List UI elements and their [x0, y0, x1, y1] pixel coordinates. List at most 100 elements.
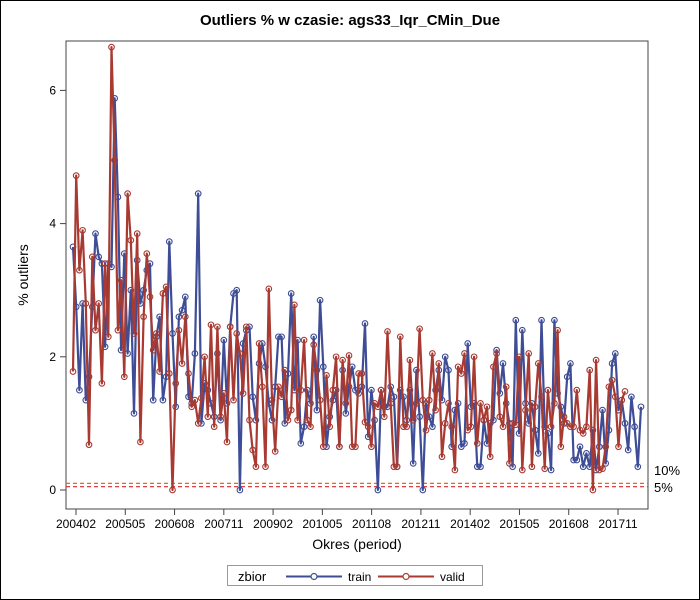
data-point-train — [159, 396, 167, 404]
data-point-train — [178, 306, 186, 314]
data-point-valid — [554, 326, 561, 334]
data-point-valid — [313, 366, 321, 374]
data-point-train — [406, 386, 414, 394]
data-point-train — [628, 393, 635, 401]
data-point-valid — [387, 400, 395, 407]
data-point-valid — [515, 353, 523, 361]
data-point-valid — [486, 453, 494, 461]
data-point-valid — [143, 250, 151, 257]
data-point-valid — [204, 413, 212, 421]
data-point-train — [236, 486, 244, 494]
data-point-train — [637, 403, 645, 411]
data-point-valid — [371, 400, 378, 407]
data-point-valid — [403, 423, 411, 431]
data-point-train — [547, 466, 555, 474]
data-point-valid — [265, 285, 273, 293]
x-tick-label: 201608 — [549, 517, 589, 531]
data-point-valid — [512, 421, 520, 429]
data-point-valid — [473, 440, 481, 447]
data-point-train — [441, 353, 449, 361]
x-tick-label: 200608 — [155, 517, 195, 531]
x-axis-title: Okres (period) — [312, 536, 401, 552]
data-point-valid — [435, 360, 443, 367]
data-point-valid — [207, 321, 215, 329]
reference-line-label: 5% — [654, 480, 673, 495]
data-point-valid — [108, 43, 115, 51]
data-point-valid — [146, 293, 154, 301]
data-point-valid — [477, 400, 484, 407]
data-point-valid — [560, 413, 568, 421]
data-point-valid — [499, 423, 507, 431]
data-point-valid — [300, 336, 308, 344]
data-point-valid — [165, 370, 173, 377]
data-point-valid — [332, 353, 340, 361]
data-point-valid — [249, 446, 257, 454]
legend: zbior train valid — [227, 565, 483, 586]
data-point-train — [599, 406, 606, 414]
data-point-train — [175, 313, 183, 321]
data-point-valid — [595, 466, 603, 474]
data-point-train — [342, 410, 350, 417]
data-point-valid — [589, 486, 597, 494]
legend-svg: zbior train valid — [238, 569, 465, 584]
data-point-valid — [531, 403, 539, 411]
data-point-valid — [377, 386, 385, 394]
data-point-train — [576, 443, 584, 451]
data-point-train — [634, 463, 642, 471]
data-point-valid — [467, 423, 475, 431]
x-tick-label: 200902 — [253, 517, 293, 531]
data-point-train — [130, 410, 138, 417]
x-tick-label: 201505 — [499, 517, 539, 531]
data-point-valid — [390, 463, 398, 471]
data-point-valid — [271, 448, 279, 455]
data-point-valid — [191, 396, 199, 404]
data-point-train — [194, 190, 202, 197]
data-point-valid — [445, 400, 452, 407]
data-point-valid — [611, 393, 619, 401]
data-point-valid — [140, 313, 147, 321]
data-point-valid — [217, 413, 224, 421]
data-point-valid — [461, 350, 468, 357]
data-point-valid — [413, 400, 420, 407]
data-point-valid — [570, 423, 577, 431]
data-point-valid — [608, 376, 616, 384]
data-point-valid — [621, 388, 629, 395]
data-point-valid — [169, 486, 176, 494]
data-point-valid — [355, 370, 362, 377]
data-point-valid — [586, 366, 594, 374]
data-point-train — [409, 460, 417, 467]
data-point-valid — [284, 416, 292, 424]
data-point-train — [364, 433, 372, 441]
data-point-train — [165, 238, 173, 245]
data-point-train — [512, 316, 520, 324]
data-point-valid — [201, 353, 208, 361]
data-point-train — [92, 230, 99, 237]
data-point-valid — [528, 463, 536, 471]
data-point-valid — [429, 350, 436, 357]
data-point-valid — [432, 406, 439, 414]
data-point-valid — [541, 465, 549, 473]
y-tick-label: 0 — [49, 483, 56, 497]
data-point-train — [445, 366, 452, 374]
data-point-valid — [310, 341, 318, 349]
data-point-train — [477, 463, 484, 471]
data-point-valid — [153, 330, 160, 337]
data-point-train — [538, 316, 545, 324]
data-point-valid — [162, 283, 170, 291]
data-point-valid — [599, 465, 606, 473]
data-point-valid — [538, 393, 545, 401]
data-point-train — [583, 450, 590, 457]
legend-title: zbior — [238, 569, 267, 584]
data-point-valid — [297, 386, 305, 394]
data-point-valid — [82, 300, 90, 307]
data-point-train — [416, 413, 423, 421]
data-point-train — [220, 336, 228, 344]
data-point-valid — [393, 463, 401, 471]
data-point-valid — [104, 333, 112, 341]
data-point-valid — [384, 328, 391, 335]
data-point-valid — [114, 326, 122, 334]
data-point-train — [140, 286, 147, 294]
data-point-train — [300, 423, 308, 431]
data-point-valid — [88, 253, 96, 261]
